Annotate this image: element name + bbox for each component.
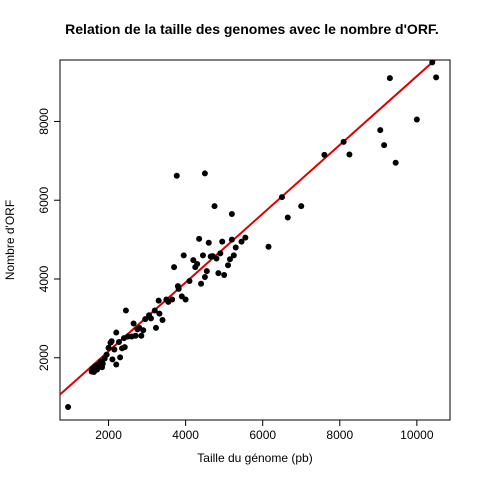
data-point: [198, 280, 205, 287]
data-point: [93, 366, 100, 373]
data-point: [190, 257, 197, 264]
data-point: [429, 59, 436, 66]
y-tick-label: 6000: [37, 187, 51, 214]
data-point: [117, 354, 124, 361]
data-point: [230, 252, 237, 259]
data-point: [381, 142, 388, 149]
data-point: [226, 256, 233, 263]
data-point: [203, 268, 210, 275]
data-point: [228, 211, 235, 218]
x-axis-label: Taille du génome (pb): [197, 451, 312, 465]
data-point: [392, 159, 399, 166]
points-layer: [65, 59, 440, 411]
regression-layer: [59, 59, 436, 396]
data-point: [225, 262, 232, 269]
data-point: [205, 239, 212, 246]
data-point: [142, 316, 149, 323]
data-point: [152, 324, 159, 331]
data-point: [377, 127, 384, 134]
data-point: [201, 274, 208, 281]
data-point: [340, 138, 347, 145]
y-axis: 2000 4000 6000 8000: [37, 108, 60, 371]
data-point: [111, 346, 118, 353]
data-point: [121, 344, 128, 351]
data-point: [155, 297, 162, 304]
data-point: [413, 116, 420, 123]
y-axis-label: Nombre d'ORF: [3, 200, 17, 280]
data-point: [298, 203, 305, 210]
data-point: [151, 307, 158, 314]
data-point: [215, 270, 222, 277]
y-tick-label: 4000: [37, 265, 51, 292]
x-tick-label: 8000: [326, 428, 353, 442]
data-point: [386, 75, 393, 82]
x-tick-label: 2000: [95, 428, 122, 442]
data-point: [132, 332, 139, 339]
data-point: [213, 255, 220, 262]
data-point: [65, 404, 72, 411]
data-point: [186, 277, 193, 284]
x-axis: 2000 4000 6000 8000 10000: [95, 420, 434, 442]
data-point: [122, 307, 129, 314]
data-point: [147, 315, 154, 322]
data-point: [171, 264, 178, 271]
data-point: [238, 238, 245, 245]
plot-frame: [59, 59, 451, 421]
data-point: [159, 316, 166, 323]
y-tick-label: 2000: [37, 344, 51, 371]
data-point: [180, 252, 187, 259]
data-point: [109, 356, 116, 363]
data-point: [219, 238, 226, 245]
x-tick-label: 6000: [249, 428, 276, 442]
data-point: [194, 261, 201, 268]
data-point: [201, 170, 208, 177]
data-point: [99, 360, 106, 367]
data-point: [156, 310, 163, 317]
data-point: [278, 194, 285, 201]
data-point: [242, 234, 249, 241]
data-point: [228, 236, 235, 243]
data-point: [182, 296, 189, 303]
data-point: [130, 320, 137, 327]
y-tick-label: 8000: [37, 108, 51, 135]
regression-line: [59, 59, 436, 396]
data-point: [265, 243, 272, 250]
data-point: [138, 332, 145, 339]
data-point: [221, 272, 228, 279]
data-point: [175, 285, 182, 292]
data-point: [433, 74, 440, 81]
data-point: [217, 250, 224, 257]
data-point: [103, 351, 110, 358]
data-point: [232, 244, 239, 251]
data-point: [105, 344, 112, 351]
data-point: [199, 252, 206, 259]
x-tick-label: 4000: [172, 428, 199, 442]
data-point: [140, 327, 147, 334]
data-point: [115, 339, 122, 346]
data-point: [113, 329, 120, 336]
chart-title: Relation de la taille des genomes avec l…: [65, 21, 439, 37]
data-point: [196, 235, 203, 242]
x-tick-label: 10000: [400, 428, 434, 442]
data-point: [113, 361, 120, 368]
data-point: [173, 172, 180, 179]
data-point: [169, 296, 176, 303]
data-point: [284, 214, 291, 221]
data-point: [346, 151, 353, 158]
data-point: [321, 151, 328, 158]
data-point: [108, 338, 115, 345]
data-point: [211, 203, 218, 210]
